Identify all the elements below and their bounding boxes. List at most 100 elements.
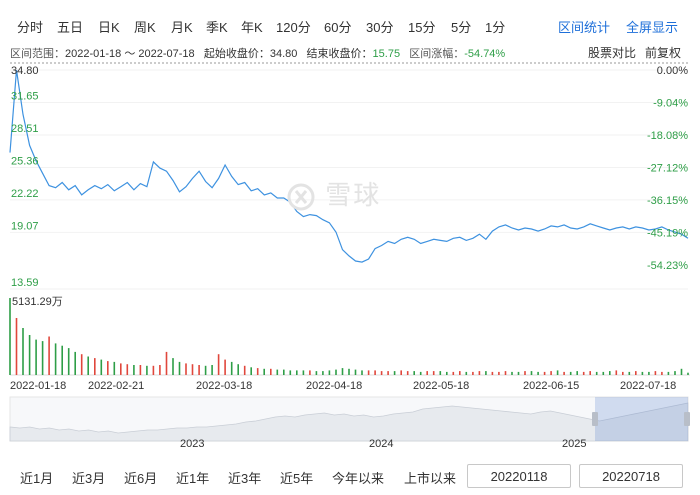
volume-bar [361,370,363,375]
y-right-tick-label: 0.00% [657,65,688,77]
price-line [9,69,689,263]
volume-bar [9,298,11,375]
adjust-button[interactable]: 前复权 [645,46,682,60]
volume-bar [120,363,122,375]
period-since-listing-button[interactable]: 上市以来 [404,471,457,486]
overview-year-label: 2024 [369,438,393,450]
tab-yearly-k[interactable]: 年K [241,20,263,35]
volume-bar [465,371,468,375]
volume-bar [276,369,279,375]
tab-120min[interactable]: 120分 [276,20,311,35]
tab-5min[interactable]: 5分 [451,20,472,35]
volume-bar [165,351,168,375]
volume-bar [569,371,572,375]
volume-bar [87,356,89,375]
stock-compare-button[interactable]: 股票对比 [588,46,637,60]
tab-1min[interactable]: 1分 [485,20,506,35]
volume-bar [380,371,383,375]
tab-monthly-k[interactable]: 月K [171,20,193,35]
tab-five-day[interactable]: 五日 [57,20,84,35]
navigator-selection[interactable] [595,397,688,441]
volume-bar [211,365,213,375]
volume-bar [556,370,559,375]
volume-bar [654,371,657,375]
volume-bar [661,371,663,375]
start-date-input[interactable] [467,464,571,488]
volume-bar [172,358,174,375]
navigator-area [9,402,689,442]
x-tick-label: 2022-02-21 [88,380,144,392]
volume-bar [387,371,389,375]
volume-bar [446,371,448,375]
volume-bar [635,371,637,375]
tab-daily-k[interactable]: 日K [98,20,120,35]
x-tick-label: 2022-01-18 [10,380,66,392]
period-6m-button[interactable]: 近6月 [124,471,158,486]
volume-max-label: 5131.29万 [12,296,63,308]
volume-bar [152,365,155,375]
start-price-value: 34.80 [269,48,298,60]
y-right-tick-label: -45.19% [647,227,688,239]
tab-60min[interactable]: 60分 [324,20,352,35]
y-right-tick-label: -18.08% [647,130,688,142]
volume-bar [622,371,624,375]
y-right-tick-label: -36.15% [647,195,688,207]
period-3m-button[interactable]: 近3月 [72,471,106,486]
y-right-tick-label: -54.23% [647,260,688,272]
volume-bar [74,351,76,375]
volume-bar [576,371,578,375]
y-left-tick-label: 19.07 [11,220,39,232]
volume-bar [191,364,194,375]
period-ytd-button[interactable]: 今年以来 [332,471,385,486]
navigator-left-handle[interactable] [592,412,598,426]
y-right-tick-label: -9.04% [653,97,688,109]
volume-bar [217,354,220,375]
y-left-tick-label: 28.51 [11,123,39,135]
range-stats-link[interactable]: 区间统计 [558,20,611,35]
tab-quarterly-k[interactable]: 季K [206,20,228,35]
volume-bar [459,371,461,375]
volume-bar [35,339,37,375]
volume-bar [107,361,109,375]
volume-bar [537,371,539,375]
volume-bar [67,348,70,375]
volume-bar [263,368,265,375]
end-date-input[interactable] [579,464,683,488]
volume-bar [341,368,344,375]
y-left-tick-label: 13.59 [11,277,39,289]
volume-bar [302,370,305,375]
period-1y-button[interactable]: 近1年 [176,471,210,486]
volume-bar [472,371,474,375]
tab-intraday[interactable]: 分时 [17,20,44,35]
period-5y-button[interactable]: 近5年 [280,471,314,486]
overview-navigator[interactable]: 2023 2024 2025 [0,395,700,451]
period-3y-button[interactable]: 近3年 [228,471,262,486]
tab-30min[interactable]: 30分 [366,20,394,35]
tab-15min[interactable]: 15分 [408,20,436,35]
range-info: 区间范围：2022-01-18 ～ 2022-07-18 起始收盘价：34.80… [10,45,505,61]
volume-bar [543,371,546,375]
volume-bar [498,371,500,375]
volume-bar [504,371,507,375]
volume-bar [439,371,442,375]
volume-bar [185,363,187,375]
change-label: 区间涨幅： [409,48,465,60]
volume-bar [491,371,494,375]
volume-bar [309,370,311,375]
volume-bar [198,365,200,375]
fullscreen-link[interactable]: 全屏显示 [626,20,679,35]
price-chart[interactable]: 34.80 31.65 28.51 25.36 22.22 19.07 13.59 0.00… [0,0,700,395]
volume-bar [595,371,598,375]
navigator-right-handle[interactable] [684,412,690,426]
volume-bar [680,368,683,375]
period-1m-button[interactable]: 近1月 [20,471,54,486]
y-left-tick-label: 31.65 [11,91,39,103]
volume-bar [674,371,676,375]
volume-bar [530,371,533,375]
volume-bar [224,359,226,375]
volume-bar [283,369,285,375]
end-price-value: 15.75 [372,48,401,60]
tab-weekly-k[interactable]: 周K [134,20,156,35]
volume-bar [256,368,259,375]
volume-bar [550,371,552,375]
